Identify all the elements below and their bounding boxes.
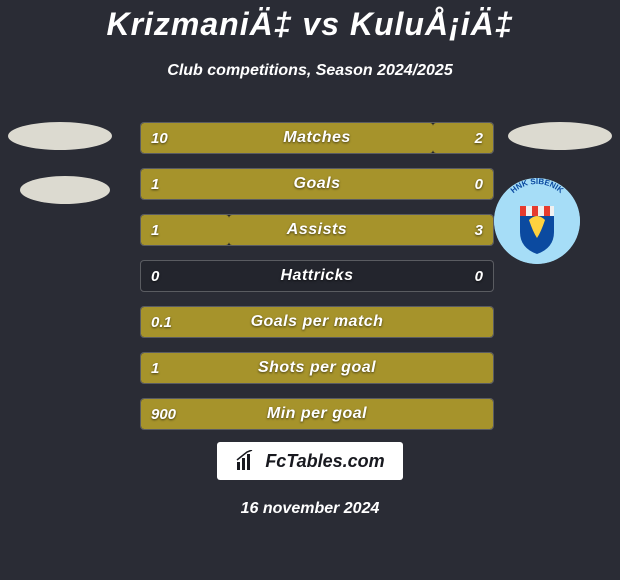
comparison-bars: 102Matches 10Goals 13Assists 00Hattricks 0.1… bbox=[140, 122, 494, 444]
fctables-watermark: FcTables.com bbox=[0, 442, 620, 480]
date-text: 16 november 2024 bbox=[241, 500, 380, 517]
club-badge-svg: HNK ŠIBENIK bbox=[494, 178, 580, 264]
comparison-row: 1Shots per goal bbox=[140, 352, 494, 384]
date-label: 16 november 2024 bbox=[0, 500, 620, 518]
player-ellipse bbox=[508, 122, 612, 150]
player-ellipse bbox=[20, 176, 110, 204]
player-ellipse bbox=[8, 122, 112, 150]
metric-label: Goals per match bbox=[141, 307, 493, 337]
metric-label: Assists bbox=[141, 215, 493, 245]
comparison-row: 10Goals bbox=[140, 168, 494, 200]
subtitle-text: Club competitions, Season 2024/2025 bbox=[167, 62, 452, 79]
comparison-row: 102Matches bbox=[140, 122, 494, 154]
page-title: KrizmaniÄ‡ vs KuluÅ¡iÄ‡ bbox=[0, 6, 620, 43]
metric-label: Min per goal bbox=[141, 399, 493, 429]
subtitle: Club competitions, Season 2024/2025 bbox=[0, 62, 620, 80]
fctables-text: FcTables.com bbox=[265, 451, 384, 472]
fctables-box: FcTables.com bbox=[217, 442, 402, 480]
right-club-badge: HNK ŠIBENIK bbox=[494, 178, 580, 264]
infographic-container: KrizmaniÄ‡ vs KuluÅ¡iÄ‡ Club competition… bbox=[0, 0, 620, 580]
comparison-row: 900Min per goal bbox=[140, 398, 494, 430]
metric-label: Matches bbox=[141, 123, 493, 153]
comparison-row: 0.1Goals per match bbox=[140, 306, 494, 338]
comparison-row: 13Assists bbox=[140, 214, 494, 246]
metric-label: Goals bbox=[141, 169, 493, 199]
comparison-row: 00Hattricks bbox=[140, 260, 494, 292]
metric-label: Hattricks bbox=[141, 261, 493, 291]
bars-icon bbox=[235, 450, 257, 472]
metric-label: Shots per goal bbox=[141, 353, 493, 383]
title-text: KrizmaniÄ‡ vs KuluÅ¡iÄ‡ bbox=[106, 6, 513, 42]
